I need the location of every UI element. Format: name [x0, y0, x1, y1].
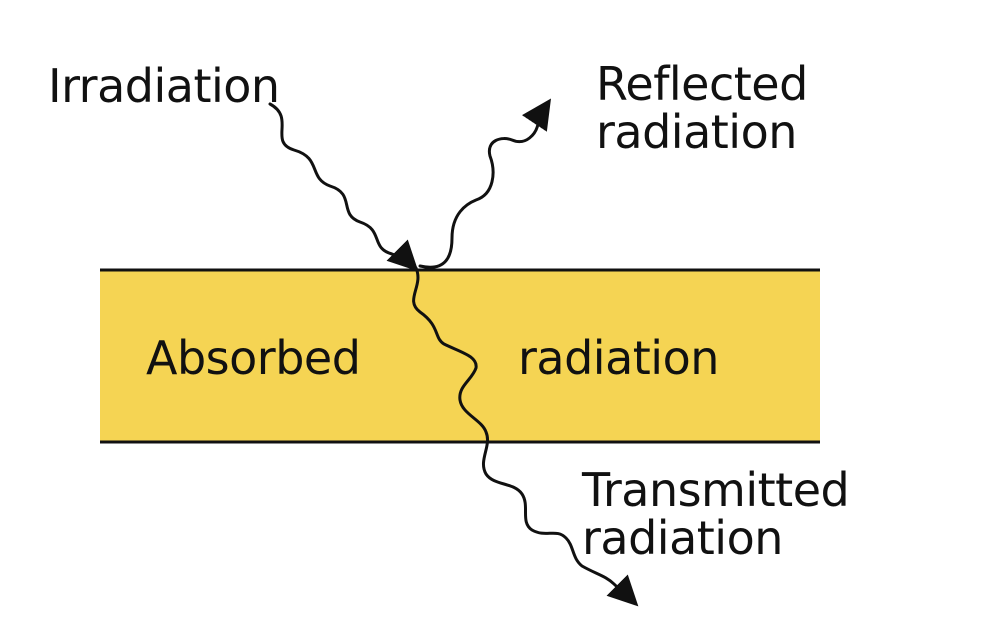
irradiation-label: Irradiation: [48, 62, 280, 110]
absorbed-label-text: Absorbed: [146, 331, 361, 385]
material-layer: [100, 270, 820, 442]
reflected-label-line2: radiation: [596, 105, 797, 159]
absorbed-radiation-label: radiation: [518, 334, 719, 382]
transmitted-label-line1: Transmitted: [582, 463, 850, 517]
irradiation-wave: [268, 102, 419, 272]
irradiation-label-text: Irradiation: [48, 59, 280, 113]
absorbed-label: Absorbed: [146, 331, 361, 385]
transmitted-label-line2: radiation: [582, 511, 783, 565]
transmitted-radiation-label: Transmitted radiation: [582, 463, 850, 565]
reflected-radiation-label: Reflected radiation: [596, 60, 808, 156]
reflected-wave: [418, 98, 551, 269]
transmitted-wave: [412, 266, 639, 607]
absorbed-radiation-label-text: radiation: [518, 331, 719, 385]
reflected-label-line1: Reflected: [596, 57, 808, 111]
